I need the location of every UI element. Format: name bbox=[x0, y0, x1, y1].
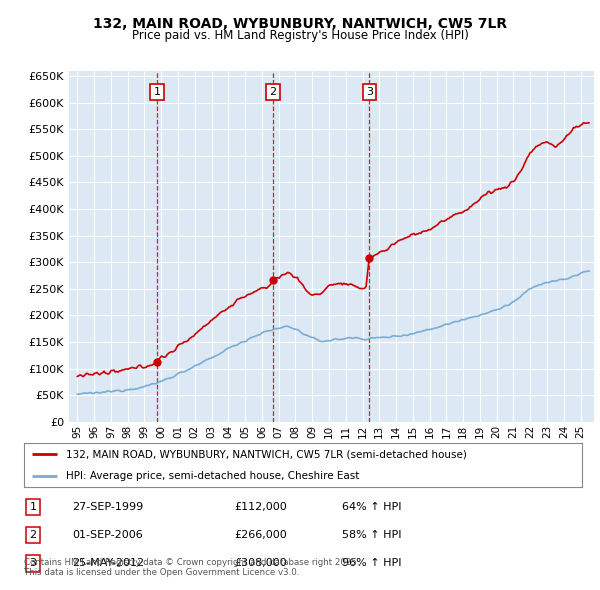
Text: 96% ↑ HPI: 96% ↑ HPI bbox=[342, 559, 401, 568]
Text: Price paid vs. HM Land Registry's House Price Index (HPI): Price paid vs. HM Land Registry's House … bbox=[131, 30, 469, 42]
Text: 132, MAIN ROAD, WYBUNBURY, NANTWICH, CW5 7LR: 132, MAIN ROAD, WYBUNBURY, NANTWICH, CW5… bbox=[93, 17, 507, 31]
Text: 2: 2 bbox=[29, 530, 37, 540]
Text: 27-SEP-1999: 27-SEP-1999 bbox=[72, 502, 143, 512]
Text: Contains HM Land Registry data © Crown copyright and database right 2025.
This d: Contains HM Land Registry data © Crown c… bbox=[24, 558, 359, 577]
Text: HPI: Average price, semi-detached house, Cheshire East: HPI: Average price, semi-detached house,… bbox=[66, 471, 359, 481]
Text: 1: 1 bbox=[29, 502, 37, 512]
Text: 01-SEP-2006: 01-SEP-2006 bbox=[72, 530, 143, 540]
Text: 58% ↑ HPI: 58% ↑ HPI bbox=[342, 530, 401, 540]
Text: 3: 3 bbox=[366, 87, 373, 97]
Text: 64% ↑ HPI: 64% ↑ HPI bbox=[342, 502, 401, 512]
Text: 3: 3 bbox=[29, 559, 37, 568]
Text: 2: 2 bbox=[269, 87, 277, 97]
Text: £308,000: £308,000 bbox=[234, 559, 287, 568]
Text: £266,000: £266,000 bbox=[234, 530, 287, 540]
Text: 1: 1 bbox=[154, 87, 160, 97]
Text: 25-MAY-2012: 25-MAY-2012 bbox=[72, 559, 144, 568]
Text: 132, MAIN ROAD, WYBUNBURY, NANTWICH, CW5 7LR (semi-detached house): 132, MAIN ROAD, WYBUNBURY, NANTWICH, CW5… bbox=[66, 450, 467, 460]
Text: £112,000: £112,000 bbox=[234, 502, 287, 512]
